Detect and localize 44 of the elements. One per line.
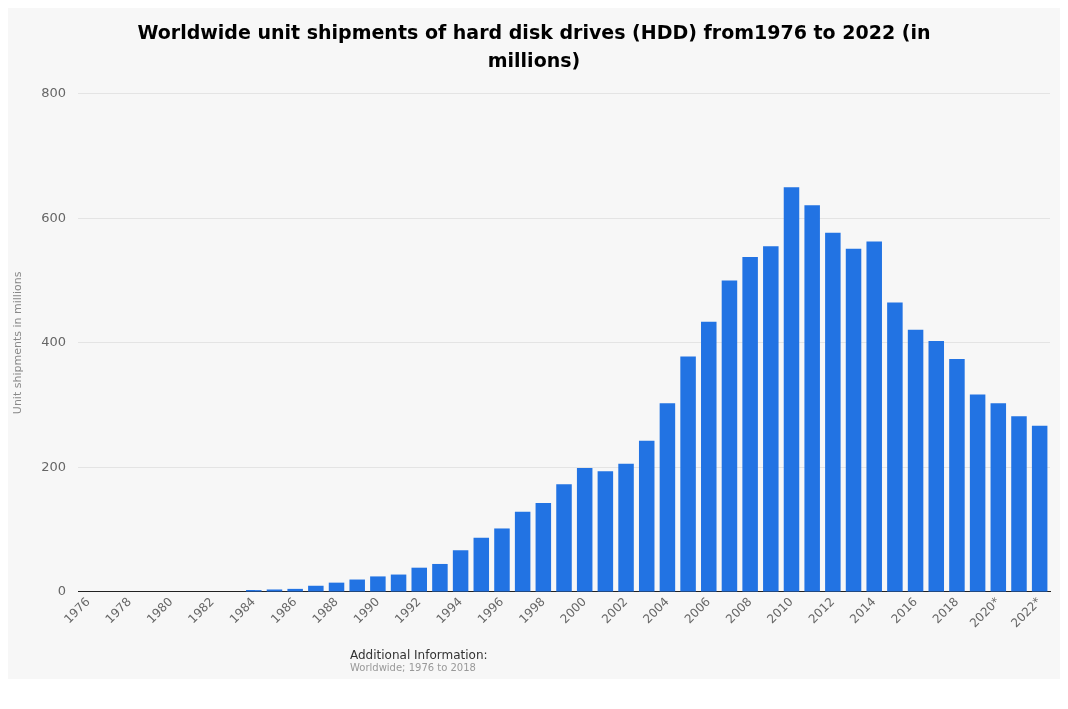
bar [680, 356, 696, 592]
bar [742, 256, 758, 592]
bar [1011, 416, 1027, 592]
bar [638, 440, 655, 592]
bar [494, 528, 510, 592]
bar [349, 579, 365, 592]
bar [390, 574, 407, 592]
y-tick-label: 600 [41, 209, 67, 225]
bar [618, 463, 634, 592]
bar [1031, 425, 1048, 592]
bar [887, 302, 903, 592]
bar [721, 280, 738, 592]
bar [411, 567, 427, 592]
bar [701, 321, 717, 592]
chart-title: Worldwide unit shipments of hard disk drives (HDD) from1976 to 2022 (in millions) [136, 20, 932, 73]
bar [308, 585, 324, 592]
bar [576, 468, 593, 592]
bar [825, 232, 841, 592]
bar [432, 563, 448, 592]
bar [990, 403, 1007, 592]
bar [556, 484, 572, 592]
y-tick-label: 200 [41, 458, 67, 474]
y-tick-label: 800 [41, 85, 67, 101]
bar [804, 205, 820, 592]
bar [969, 394, 986, 592]
bar [783, 187, 800, 592]
text: Worldwide; 1976 to 2018 [350, 662, 477, 673]
bar [473, 537, 490, 592]
bar [452, 550, 469, 592]
y-axis-title: Unit shipments in millions [11, 271, 25, 415]
bar [845, 248, 862, 592]
bar [597, 471, 614, 592]
text: Additional Information: [350, 648, 489, 662]
bar [949, 359, 965, 592]
bar [928, 341, 945, 592]
y-tick-label: 0 [57, 583, 67, 599]
y-tick-label: 400 [41, 334, 67, 350]
bar [514, 511, 531, 592]
bar [659, 403, 676, 592]
bar [907, 329, 924, 592]
bar [763, 246, 779, 592]
bar [866, 241, 882, 592]
bar [535, 502, 552, 592]
bar [370, 576, 386, 592]
